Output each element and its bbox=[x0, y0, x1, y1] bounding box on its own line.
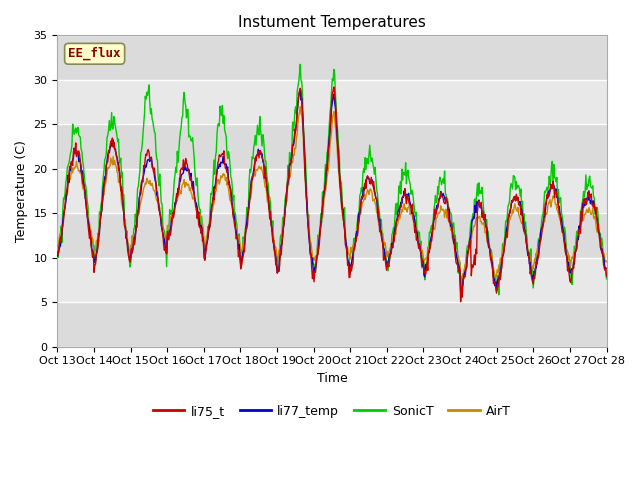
Bar bbox=[58, 124, 607, 169]
Bar bbox=[58, 213, 607, 258]
Bar bbox=[58, 36, 607, 80]
Bar bbox=[58, 302, 607, 347]
Y-axis label: Temperature (C): Temperature (C) bbox=[15, 140, 28, 242]
Title: Instument Temperatures: Instument Temperatures bbox=[238, 15, 426, 30]
X-axis label: Time: Time bbox=[317, 372, 348, 385]
Text: EE_flux: EE_flux bbox=[68, 47, 121, 60]
Legend: li75_t, li77_temp, SonicT, AirT: li75_t, li77_temp, SonicT, AirT bbox=[148, 400, 516, 423]
